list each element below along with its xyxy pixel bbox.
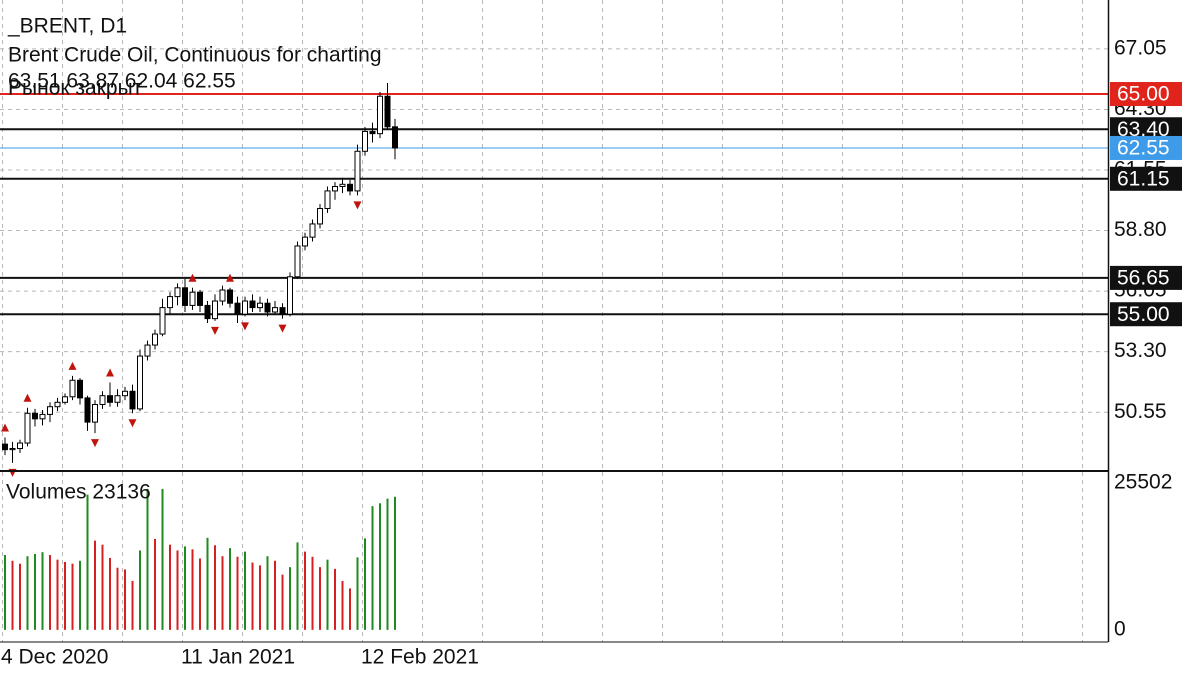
level-label: 63.40 [1117,118,1170,141]
candle-body [309,223,316,238]
candle-body [227,289,233,304]
y-tick-label: 50.55 [1114,400,1167,423]
level-box [1110,166,1182,191]
candle-body [32,412,38,420]
candle-body [39,413,46,420]
fractal-up [188,273,197,282]
x-tick-label: 12 Feb 2021 [361,646,479,669]
fractal-up [226,273,234,282]
candle-body [122,390,128,397]
candle-body [137,355,143,410]
candle-body [77,379,83,399]
candle-body [69,379,76,398]
candle-body [17,442,23,450]
level-box [1110,82,1182,107]
candle-body [242,300,248,315]
candle-body [317,208,323,225]
candle-body [212,300,218,320]
candle-body [92,404,98,423]
candle-body [332,186,338,192]
candle-body [324,190,331,210]
candle-body [84,397,91,423]
candle-body [152,333,158,346]
level-box [1110,265,1182,290]
candle-body [129,390,136,410]
level-box [1110,117,1182,142]
candle-body [189,291,196,306]
candle-body [99,395,106,406]
candle-body [2,443,8,451]
candle-body [384,95,391,128]
volume-title: Volumes 23136 [6,481,151,504]
candle-body [24,412,31,444]
level-label: 62.55 [1117,137,1170,160]
chart-subtitle: Brent Crude Oil, Continuous for charting [8,44,382,67]
candle-body [197,291,203,306]
fractal-up [23,393,32,402]
chart-title: _BRENT, D1 [7,15,127,38]
fractal-up [1,423,9,432]
candle-body [279,307,286,315]
candle-body [9,448,16,451]
vertical-grid [0,0,1108,642]
candle-body [272,307,278,313]
level-box [1110,302,1182,327]
fractal-down [211,326,219,335]
candle-body [107,395,113,403]
candle-body [174,287,181,298]
candle-body [294,245,301,278]
candle-body [144,344,151,357]
candle-body [257,302,263,309]
candle-body [347,183,353,192]
candle-body [354,150,361,192]
candle-body [204,304,211,320]
candle-body [392,126,398,149]
y-tick-label: 67.05 [1114,36,1167,59]
candle-body [264,302,271,313]
level-label: 65.00 [1117,83,1170,106]
overlay: _BRENT, D1 Brent Crude Oil, Continuous f… [6,15,382,504]
x-tick-label: 11 Jan 2021 [181,646,295,669]
level-box [1110,135,1182,160]
level-label: 61.15 [1117,167,1170,190]
fractal-down [278,324,287,333]
candle-body [287,276,293,315]
candle-body [339,183,346,188]
ohlc-label: 63.51 63.87 62.04 62.55 [8,70,236,93]
candle-body [62,396,68,403]
candle-body [302,236,308,247]
y-tick-label: 25502 [1114,471,1172,494]
candle-body [159,307,166,335]
candle-body [369,130,376,135]
candle-body [54,401,61,408]
fractal-down [91,439,99,448]
y-tick-label: 53.30 [1114,339,1167,362]
x-tick-label: 4 Dec 2020 [1,646,108,669]
fractal-up [68,361,77,370]
plot [0,48,1108,630]
y-tick-label: 58.80 [1114,218,1167,241]
candle-body [182,287,188,306]
level-label: 55.00 [1117,303,1170,326]
fractal-down [353,201,362,210]
candle-body [114,395,121,403]
candle-body [219,289,226,302]
fractal-down [128,419,137,428]
candle-body [362,130,368,152]
market-status: Рынок закрыт [8,77,143,100]
candle-body [377,95,383,135]
candle-body [167,296,173,309]
candle-body [249,300,256,309]
candle-body [47,406,53,415]
level-label: 56.65 [1117,266,1170,289]
candle-body [234,302,241,315]
fractal-down [241,322,249,331]
fractal-up [106,368,114,377]
y-tick-label: 0 [1114,617,1126,640]
